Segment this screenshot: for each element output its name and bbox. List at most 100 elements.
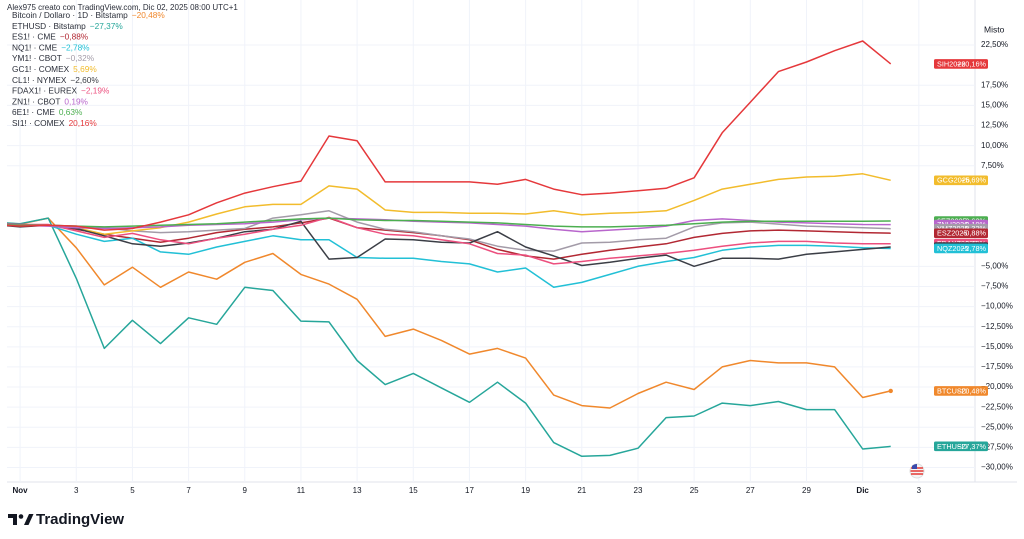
legend-name: FDAX1! · EUREX: [12, 86, 77, 96]
y-tick-label: 22,50%: [981, 40, 1008, 49]
y-tick-label: 12,50%: [981, 121, 1008, 130]
brand: TradingView: [36, 511, 124, 528]
legend-name: ES1! · CME: [12, 32, 56, 42]
price-tag-symbol: BTCUSD: [937, 386, 967, 395]
series-line: [7, 217, 891, 409]
legend-entry: CL1! · NYMEX −2,60%: [12, 75, 99, 85]
price-tag: [934, 59, 988, 69]
y-tick-label: −10,00%: [981, 302, 1013, 311]
legend-name: GC1! · COMEX: [12, 64, 70, 74]
price-tag-value: −0,88%: [961, 229, 986, 238]
series-line: [7, 216, 891, 265]
y-tick-label: −22,50%: [981, 402, 1013, 411]
y-tick-label: −20,00%: [981, 382, 1013, 391]
price-tag-value: −27,37%: [957, 442, 987, 451]
legend-name: SI1! · COMEX: [12, 118, 65, 128]
price-tag-value: −20,48%: [957, 386, 987, 395]
y-tick-label: −30,00%: [981, 463, 1013, 472]
legend-name: NQ1! · CME: [12, 43, 58, 53]
x-tick-label: 25: [690, 486, 699, 495]
legend-value: 0,19%: [64, 97, 88, 107]
scale-mode: Misto: [984, 24, 1005, 34]
series-line: [7, 40, 892, 231]
price-tag: [934, 243, 988, 254]
legend-name: CL1! · NYMEX: [12, 75, 67, 85]
y-tick-label: −27,50%: [981, 443, 1013, 452]
legend-name: 6E1! · CME: [12, 107, 55, 117]
x-tick-label: 11: [297, 486, 306, 495]
x-tick-label: 27: [746, 486, 755, 495]
x-tick-label: 5: [130, 486, 135, 495]
legend-entry: GC1! · COMEX 5,69%: [12, 64, 97, 74]
flag-icon: [909, 463, 925, 479]
x-tick-label: 7: [186, 486, 191, 495]
x-tick-label: 17: [465, 486, 474, 495]
y-tick-label: 17,50%: [981, 80, 1008, 89]
x-tick-label: 13: [353, 486, 362, 495]
legend-value: 5,69%: [73, 64, 97, 74]
legend-entry: Bitcoin / Dollaro · 1D · Bitstamp −20,48%: [12, 10, 165, 20]
legend-value: 0,63%: [59, 107, 83, 117]
x-tick-label: 23: [634, 486, 643, 495]
legend-entry: ES1! · CME −0,88%: [12, 32, 89, 42]
y-tick-label: −17,50%: [981, 362, 1013, 371]
legend-entry: YM1! · CBOT −0,32%: [12, 53, 95, 63]
legend-value: −20,48%: [132, 10, 166, 20]
price-tag-symbol: ETHUSD: [937, 442, 967, 451]
legend-entry: NQ1! · CME −2,78%: [12, 43, 90, 53]
price-tag-value: −2,78%: [961, 244, 986, 253]
last-value-dot: [888, 388, 893, 394]
legend-value: −2,78%: [61, 43, 90, 53]
labels: 22,50% 17,50% 15,00% 12,50% 10,00% 7,50% −5,00…: [12, 10, 1013, 495]
plot: [7, 40, 893, 458]
price-tag: [934, 441, 988, 452]
x-tick-label: 3: [917, 486, 922, 495]
x-tick-label: 15: [409, 486, 418, 495]
price-tag: [934, 175, 988, 186]
legend-name: ZN1! · CBOT: [12, 97, 60, 107]
y-tick-label: 15,00%: [981, 101, 1008, 110]
series-line: [7, 224, 891, 289]
legend-value: −0,32%: [66, 53, 95, 63]
legend-value: −2,60%: [70, 75, 99, 85]
legend-entry: FDAX1! · EUREX −2,19%: [12, 86, 110, 96]
x-tick-label: 3: [74, 486, 79, 495]
x-tick-label: 19: [521, 486, 530, 495]
x-tick-label: 9: [243, 486, 248, 495]
legend-value: 20,16%: [69, 118, 98, 128]
y-tick-label: −7,50%: [981, 282, 1008, 291]
series-line: [7, 217, 891, 233]
price-tag-symbol: GCG2026: [937, 176, 970, 185]
legend-entry: 6E1! · CME 0,63%: [12, 107, 83, 117]
x-tick-label: 29: [802, 486, 811, 495]
legend-name: Bitcoin / Dollaro · 1D · Bitstamp: [12, 10, 128, 20]
price-tag-symbol: ESZ2025: [937, 229, 967, 238]
legend-entry: ETHUSD · Bitstamp −27,37%: [12, 21, 123, 31]
y-tick-label: −12,50%: [981, 322, 1013, 331]
legend-name: YM1! · CBOT: [12, 53, 62, 63]
legend-value: −27,37%: [90, 21, 124, 31]
legend-entry: ZN1! · CBOT 0,19%: [12, 97, 89, 107]
series-line: [7, 217, 891, 458]
series-line: [7, 173, 891, 235]
y-tick-label: 7,50%: [981, 161, 1004, 170]
legend-name: ETHUSD · Bitstamp: [12, 21, 86, 31]
y-tick-label: −15,00%: [981, 342, 1013, 351]
x-tick-label: 21: [577, 486, 586, 495]
price-tag-symbol: NQZ2025: [937, 244, 969, 253]
price-tag: [934, 228, 988, 239]
brand-logo: [8, 514, 34, 525]
y-tick-label: 10,00%: [981, 141, 1008, 150]
y-tick-label: −25,00%: [981, 422, 1013, 431]
price-tag-value: +5,69%: [961, 176, 986, 185]
series-line: [7, 220, 891, 268]
price-tag-value: +20,16%: [957, 59, 987, 68]
price-tag-symbol: SIH2026: [937, 59, 965, 68]
y-tick-label: −5,00%: [981, 261, 1008, 270]
x-tick-label: Dic: [856, 486, 869, 495]
series-line: [7, 210, 891, 252]
x-tick-label: Nov: [13, 486, 29, 495]
legend-entry: SI1! · COMEX 20,16%: [12, 118, 97, 128]
price-tag: [934, 386, 988, 396]
